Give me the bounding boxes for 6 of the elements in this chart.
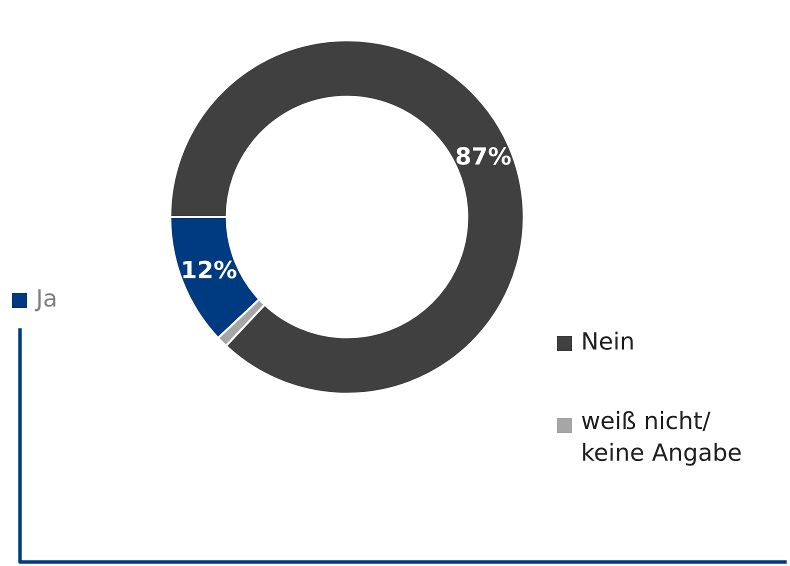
data-label: 12% xyxy=(183,260,236,279)
legend-label: Ja xyxy=(34,289,56,312)
legend-label: Nein xyxy=(583,332,633,350)
donut-slice xyxy=(169,39,525,395)
legend-label: weiß nicht/ keine Angabe xyxy=(582,411,741,466)
data-label: 87% xyxy=(456,147,511,165)
